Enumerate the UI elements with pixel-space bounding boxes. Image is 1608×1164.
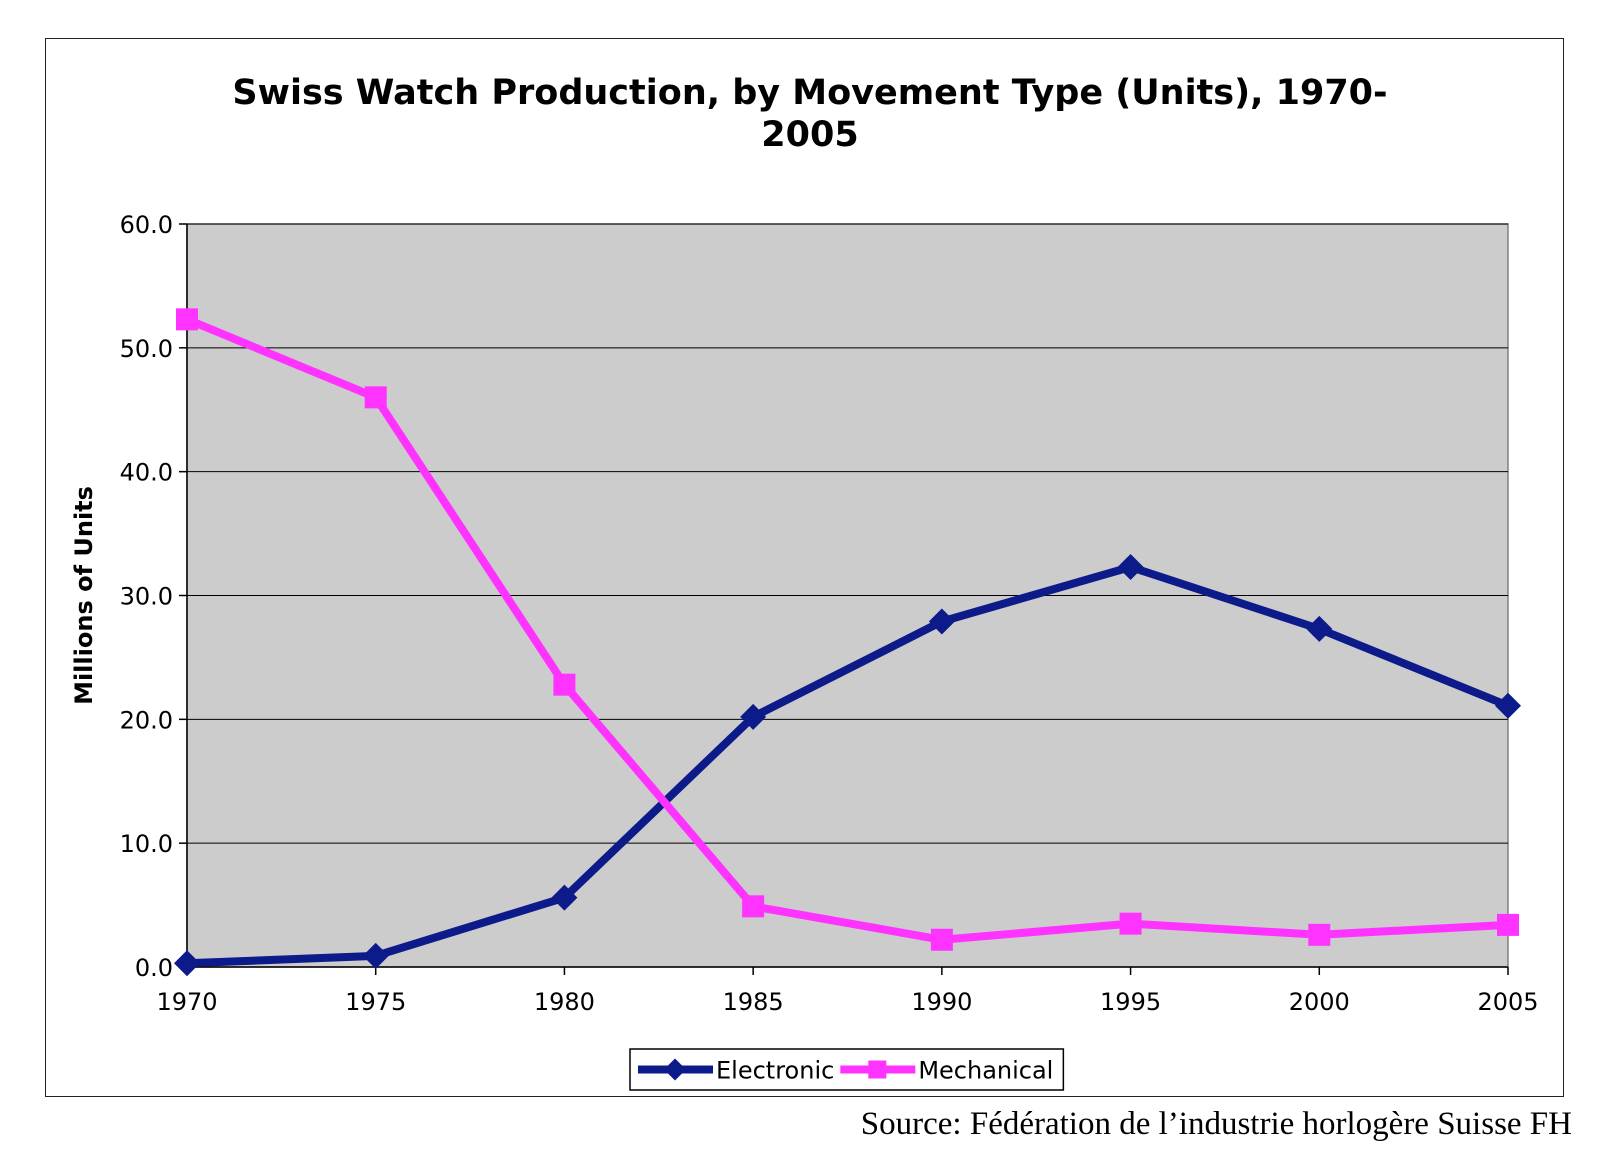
x-tick-label: 1985 <box>723 988 784 1016</box>
x-tick-label: 2005 <box>1477 988 1538 1016</box>
mechanical-point <box>553 673 576 696</box>
electronic-point <box>362 942 389 969</box>
electronic-point <box>551 884 578 911</box>
y-tick-label: 60.0 <box>120 211 173 239</box>
series-lines <box>174 308 1521 977</box>
legend-item-electronic: Electronic <box>638 1057 834 1085</box>
y-tick-label: 20.0 <box>120 706 173 734</box>
y-tick-label: 10.0 <box>120 830 173 858</box>
legend-label: Mechanical <box>918 1057 1053 1085</box>
x-axis-ticks: 1970 1975 1980 1985 1990 1995 2000 2005 <box>156 967 1539 1016</box>
mechanical-point <box>1308 923 1331 946</box>
y-tick-label: 50.0 <box>120 335 173 363</box>
electronic-point <box>1306 615 1333 642</box>
chart-title-line-1: Swiss Watch Production, by Movement Type… <box>232 73 1387 113</box>
legend-item-mechanical: Mechanical <box>840 1057 1053 1085</box>
series-electronic <box>174 554 1521 977</box>
mechanical-point <box>1497 913 1519 936</box>
x-tick-label: 1990 <box>911 988 972 1016</box>
mechanical-line <box>183 315 1512 944</box>
y-tick-label: 0.0 <box>135 954 173 982</box>
y-axis-ticks: 0.0 10.0 20.0 30.0 40.0 50.0 60.0 <box>120 211 187 982</box>
x-tick-label: 1975 <box>345 988 406 1016</box>
mechanical-point <box>930 928 953 951</box>
electronic-line <box>183 563 1512 968</box>
chart-title: Swiss Watch Production, by Movement Type… <box>232 73 1387 155</box>
x-tick-label: 2000 <box>1289 988 1350 1016</box>
mechanical-point <box>176 308 198 331</box>
x-tick-label: 1980 <box>534 988 595 1016</box>
electronic-point <box>1117 554 1144 581</box>
mechanical-point <box>742 895 765 918</box>
electronic-point <box>174 950 200 977</box>
x-tick-label: 1970 <box>156 988 217 1016</box>
legend-swatch-marker <box>664 1058 686 1081</box>
mechanical-point <box>364 386 387 409</box>
y-tick-label: 40.0 <box>120 459 173 487</box>
electronic-point <box>740 703 767 730</box>
y-tick-label: 30.0 <box>120 583 173 611</box>
x-tick-label: 1995 <box>1100 988 1161 1016</box>
y-axis-title: Millions of Units <box>70 486 98 705</box>
mechanical-point <box>1119 912 1142 935</box>
electronic-point <box>928 608 955 635</box>
electronic-point <box>1495 692 1521 719</box>
legend-label: Electronic <box>716 1057 834 1085</box>
chart-title-line-2: 2005 <box>761 115 858 155</box>
series-mechanical <box>176 308 1519 951</box>
gridlines <box>187 223 1508 844</box>
legend: Electronic Mechanical <box>629 1048 1065 1091</box>
source-note: Source: Fédération de l’industrie horlog… <box>860 1106 1572 1142</box>
legend-swatch-marker <box>868 1060 887 1079</box>
